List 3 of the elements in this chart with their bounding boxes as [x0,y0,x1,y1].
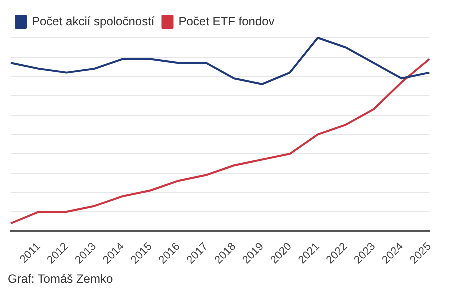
legend-label: Počet akcií spoločností [32,14,156,28]
legend-label: Počet ETF fondov [178,14,275,28]
text: Graf: Tomáš Zemko [8,272,114,286]
